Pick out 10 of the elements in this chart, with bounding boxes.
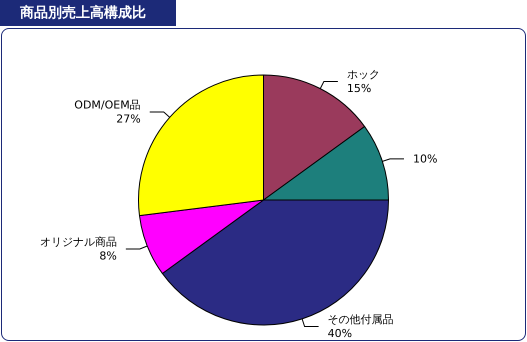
slice-label: その他付属品 bbox=[328, 312, 394, 326]
chart-title: 商品別売上高構成比 bbox=[19, 4, 146, 21]
data-label: 27% bbox=[116, 112, 141, 126]
slice-label: オリジナル商品 bbox=[40, 235, 117, 248]
data-label: 15% bbox=[346, 82, 372, 95]
data-label: 10% bbox=[412, 152, 438, 166]
slice-label: ODM/OEM品 bbox=[74, 98, 141, 112]
data-label: 40% bbox=[328, 326, 352, 340]
slice-label: ホック bbox=[346, 68, 380, 81]
data-label: 8% bbox=[99, 249, 117, 262]
